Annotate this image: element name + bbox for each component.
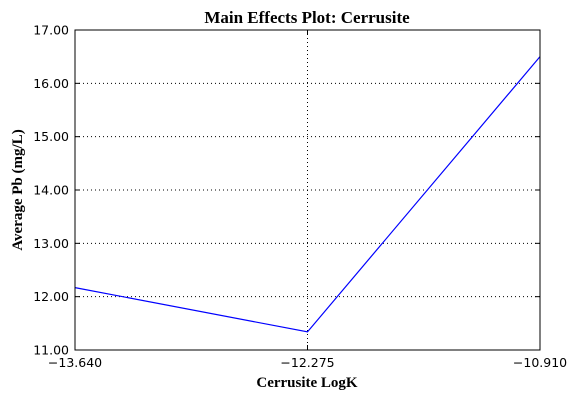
x-tick-label: −13.640 — [48, 355, 102, 370]
chart-title: Main Effects Plot: Cerrusite — [204, 8, 410, 27]
y-tick-label: 13.00 — [33, 236, 69, 251]
x-tick-label: −10.910 — [513, 355, 567, 370]
y-tick-labels: 11.00 12.00 13.00 14.00 15.00 16.00 17.00 — [33, 23, 69, 358]
y-axis-label: Average Pb (mg/L) — [10, 129, 26, 250]
y-tick-label: 14.00 — [33, 183, 69, 198]
axis-ticks — [74, 29, 541, 351]
y-tick-label: 15.00 — [33, 129, 69, 144]
y-tick-label: 17.00 — [33, 23, 69, 38]
x-tick-label: −12.275 — [280, 355, 334, 370]
series-lines — [74, 56, 541, 333]
y-tick-label: 12.00 — [33, 289, 69, 304]
x-tick-labels: −13.640 −12.275 −10.910 — [48, 355, 567, 370]
y-tick-label: 11.00 — [33, 343, 69, 358]
series-line — [74, 56, 541, 333]
grid-lines — [74, 29, 541, 351]
y-tick-label: 16.00 — [33, 76, 69, 91]
x-axis-label: Cerrusite LogK — [256, 375, 358, 391]
